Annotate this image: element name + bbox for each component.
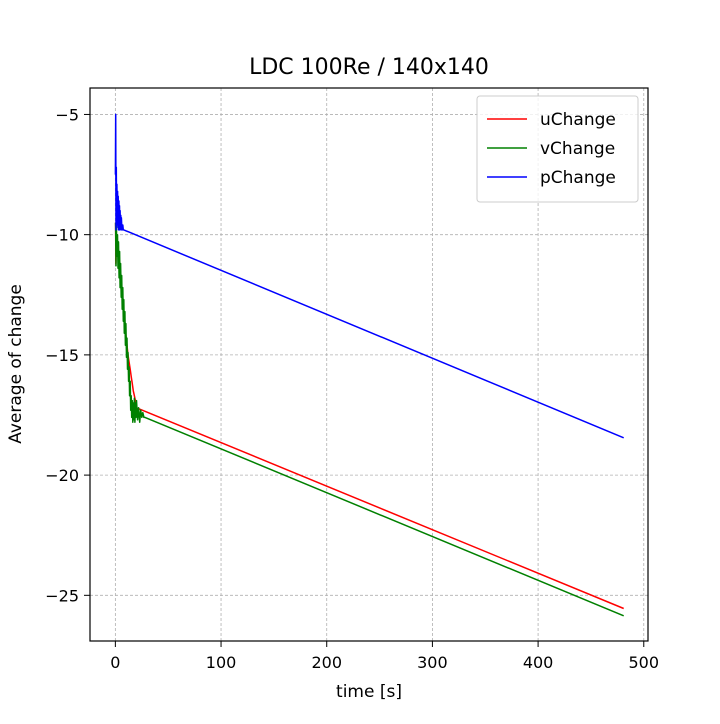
x-tick-label: 100	[206, 653, 237, 672]
y-tick-label: −15	[45, 346, 79, 365]
x-axis-label: time [s]	[336, 682, 402, 702]
y-tick-label: −20	[45, 466, 79, 485]
legend-box	[476, 95, 639, 203]
legend: uChange vChange pChange	[476, 95, 639, 203]
legend-label: pChange	[540, 168, 616, 188]
x-tick-label: 500	[628, 653, 659, 672]
y-tick-label: −10	[45, 226, 79, 245]
legend-label: uChange	[540, 110, 616, 130]
legend-label: vChange	[540, 139, 615, 159]
plot-area-frame	[89, 87, 649, 642]
x-tick-label: 0	[110, 653, 120, 672]
series-lines	[114, 113, 624, 617]
y-axis-label: Average of change	[6, 284, 26, 444]
grid-lines	[90, 88, 648, 641]
y-tick-label: −5	[55, 105, 79, 124]
series-line-pChange	[114, 113, 624, 439]
x-tick-label: 300	[417, 653, 448, 672]
chart-title: LDC 100Re / 140x140	[249, 55, 489, 80]
x-tick-label: 200	[311, 653, 342, 672]
axis-ticks: 0 100 200 300 400 500 −25 −20 −15 −10 −5	[45, 105, 659, 672]
y-tick-label: −25	[45, 586, 79, 605]
series-line-vChange	[114, 222, 624, 617]
x-tick-label: 400	[523, 653, 554, 672]
